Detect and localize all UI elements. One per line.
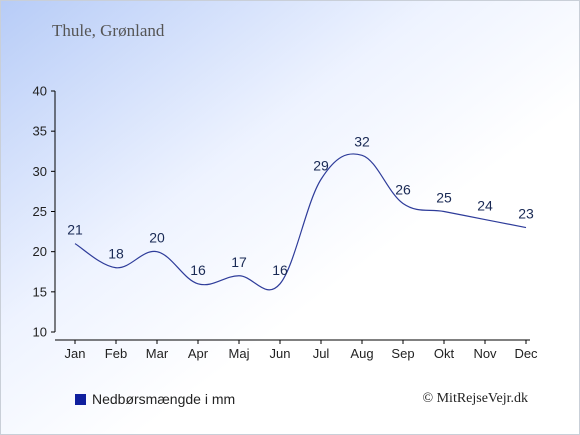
data-label: 26 xyxy=(395,181,411,197)
y-tick-label: 10 xyxy=(33,325,47,340)
x-tick-label: Aug xyxy=(350,346,373,361)
y-tick-label: 25 xyxy=(33,204,47,219)
y-tick-label: 15 xyxy=(33,284,47,299)
x-tick-label: Jun xyxy=(270,346,291,361)
data-label: 23 xyxy=(518,206,534,222)
x-tick-label: Dec xyxy=(514,346,538,361)
data-label: 25 xyxy=(436,190,452,206)
data-label: 21 xyxy=(67,222,83,238)
y-tick-label: 20 xyxy=(33,244,47,259)
x-tick-label: Apr xyxy=(188,346,209,361)
data-label: 32 xyxy=(354,133,370,149)
data-label: 29 xyxy=(313,157,329,173)
x-tick-label: Sep xyxy=(391,346,414,361)
x-tick-label: Jan xyxy=(65,346,86,361)
y-tick-label: 30 xyxy=(33,164,47,179)
data-label: 24 xyxy=(477,198,493,214)
series-line xyxy=(74,153,527,291)
data-label: 16 xyxy=(190,262,206,278)
data-label: 16 xyxy=(272,262,288,278)
y-tick-label: 40 xyxy=(33,84,47,99)
data-label: 20 xyxy=(149,230,165,246)
legend-label: Nedbørsmængde i mm xyxy=(92,391,236,407)
x-tick-label: Jul xyxy=(313,346,330,361)
x-tick-label: Okt xyxy=(434,346,455,361)
data-label: 18 xyxy=(108,246,124,262)
legend: Nedbørsmængde i mm xyxy=(75,391,235,407)
data-label: 17 xyxy=(231,254,247,270)
y-tick-label: 35 xyxy=(33,124,47,139)
credit-text: © MitRejseVejr.dk xyxy=(422,391,528,406)
legend-swatch xyxy=(75,393,86,405)
x-tick-label: Mar xyxy=(146,346,169,361)
x-tick-label: Nov xyxy=(473,346,497,361)
x-tick-label: Maj xyxy=(229,346,250,361)
chart-title: Thule, Grønland xyxy=(52,21,165,40)
x-tick-label: Feb xyxy=(105,346,127,361)
